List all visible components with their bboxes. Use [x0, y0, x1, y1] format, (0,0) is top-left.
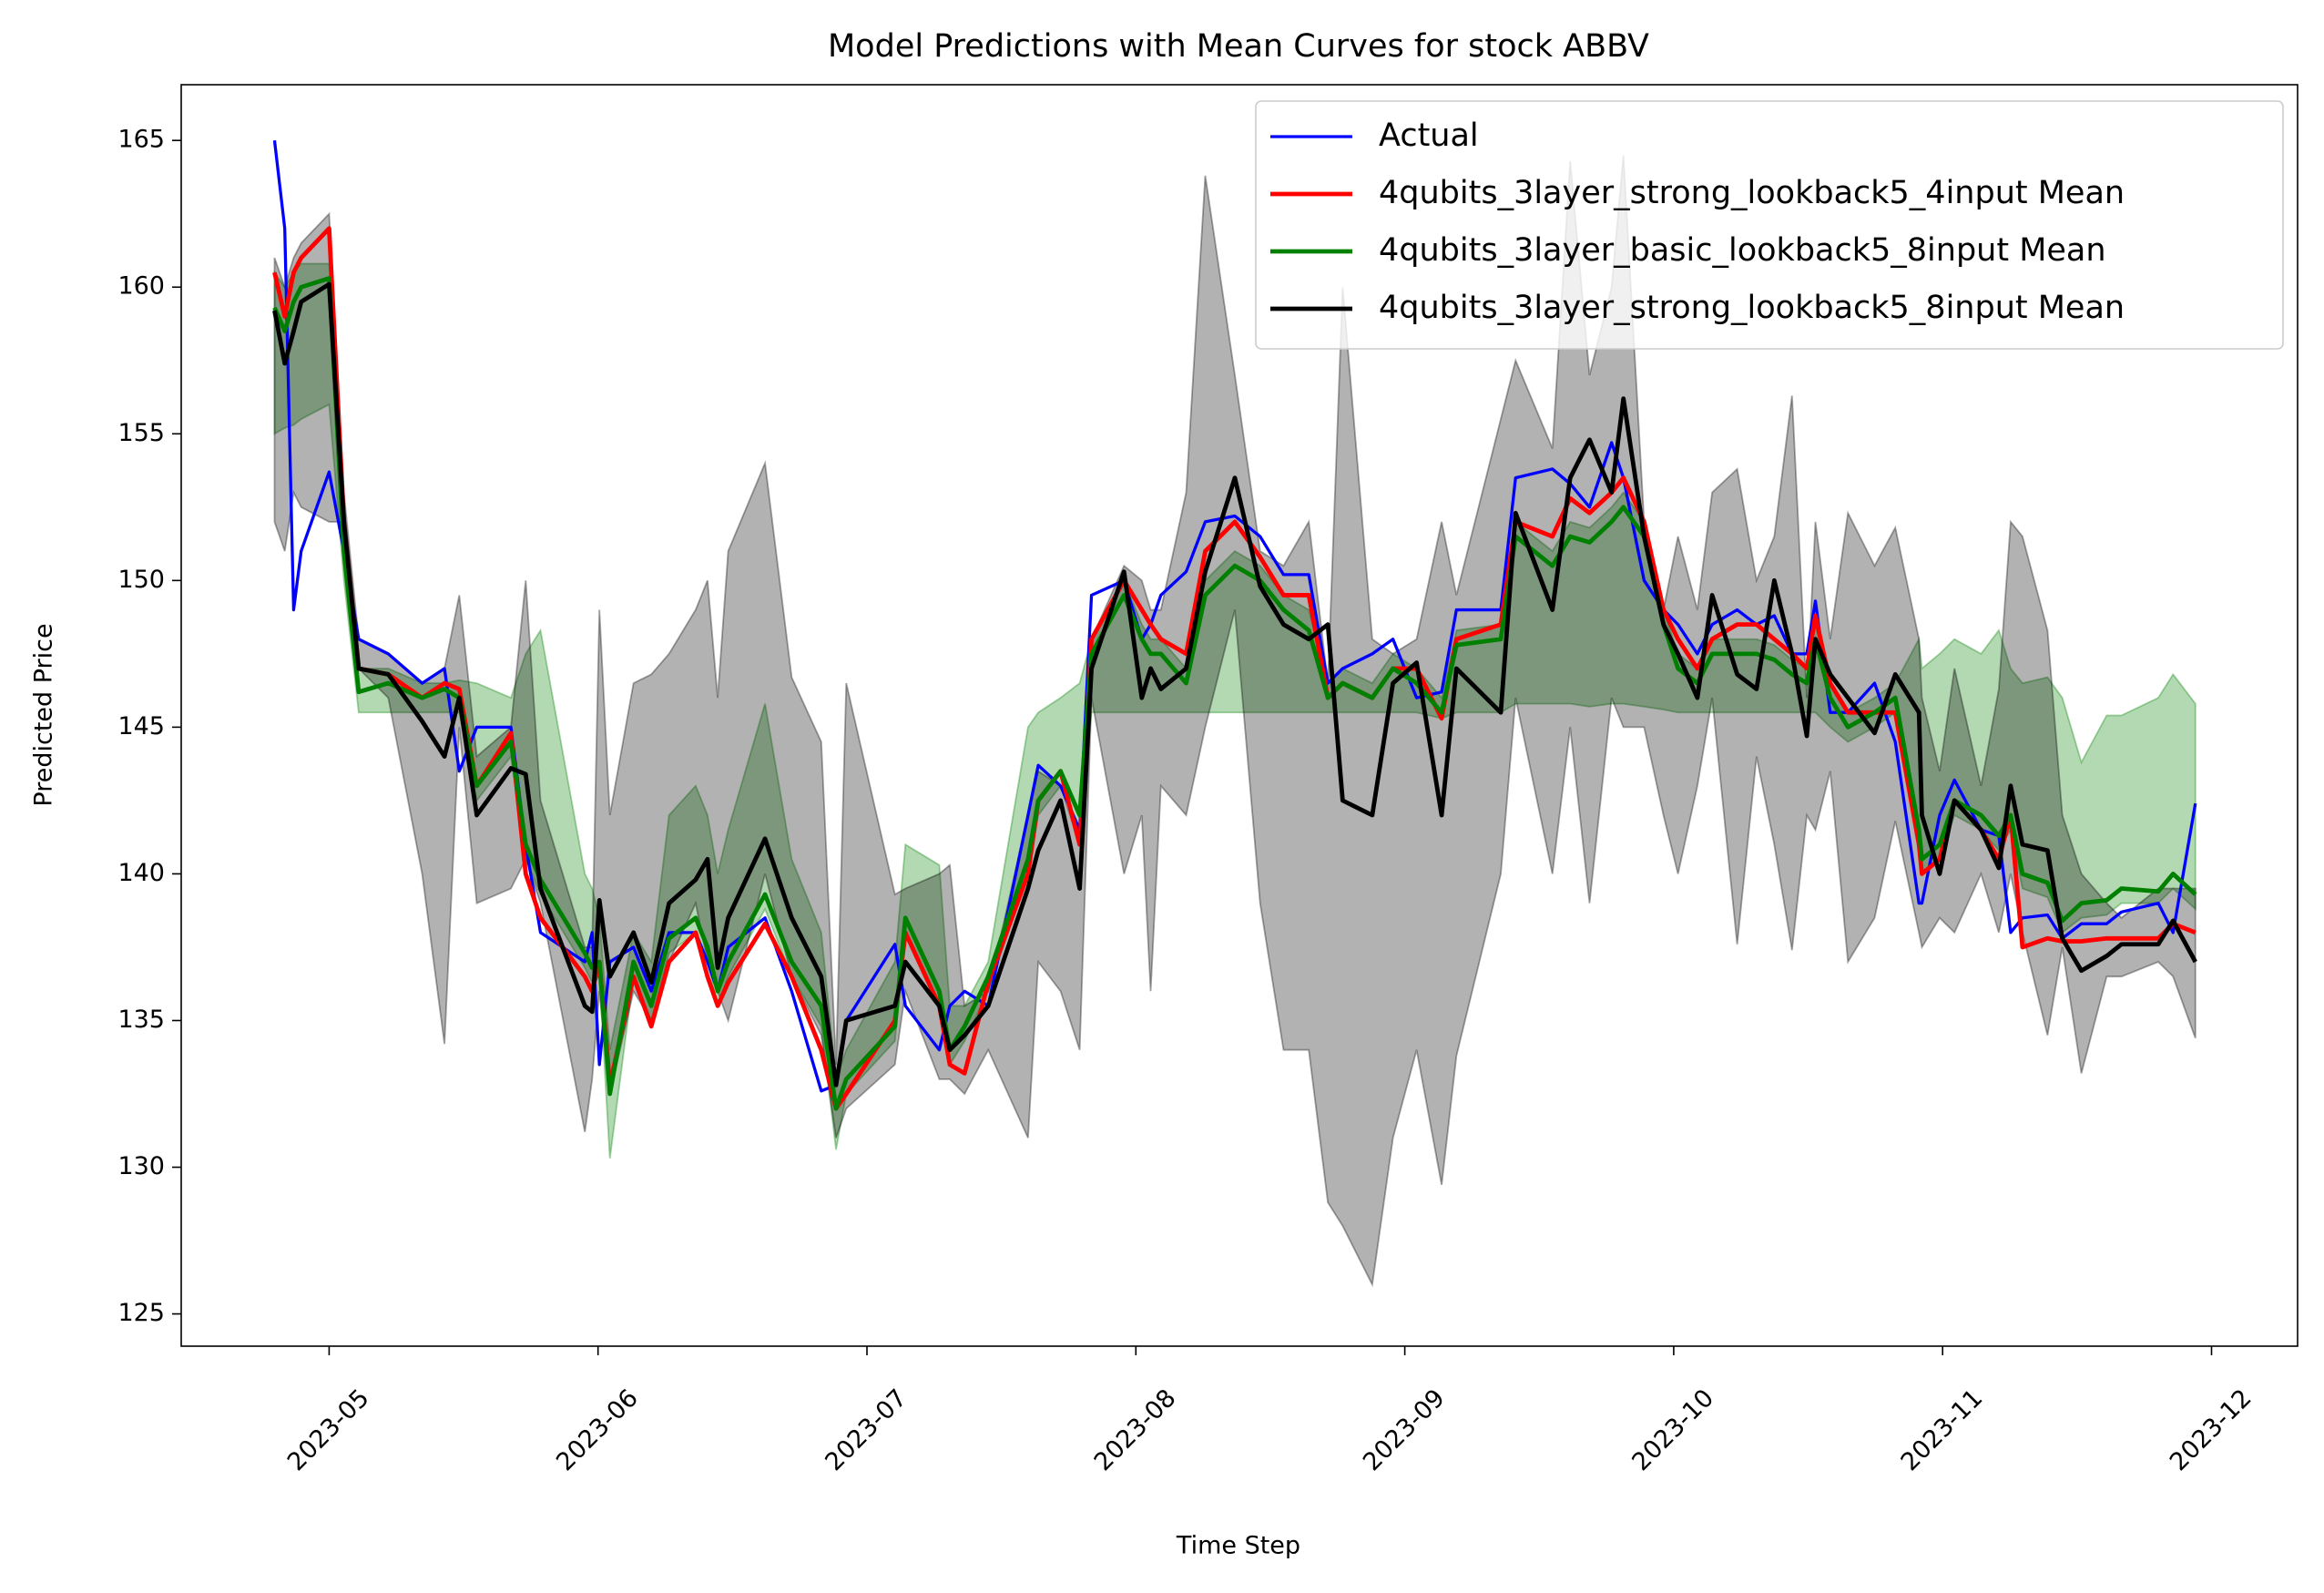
y-tick-label: 150 [117, 566, 165, 594]
y-tick-label: 130 [117, 1152, 165, 1180]
y-tick-label: 135 [117, 1006, 165, 1034]
legend-label: 4qubits_3layer_basic_lookback5_8input Me… [1379, 232, 2106, 269]
series-line [272, 281, 2197, 1088]
legend-label: 4qubits_3layer_strong_lookback5_8input M… [1379, 290, 2125, 326]
y-tick-label: 160 [117, 272, 165, 301]
legend-label: Actual [1379, 117, 1479, 154]
legend-label: 4qubits_3layer_strong_lookback5_4input M… [1379, 175, 2125, 211]
chart-title: Model Predictions with Mean Curves for s… [828, 28, 1649, 65]
legend: Actual 4qubits_3layer_strong_lookback5_4i… [1255, 100, 2284, 350]
y-axis-label: Predicted Price [30, 623, 58, 806]
series-line [272, 276, 2197, 1111]
plot-area [272, 140, 2197, 1288]
legend-box [1255, 100, 2284, 350]
y-tick-label: 125 [117, 1299, 165, 1327]
y-tick-label: 140 [117, 859, 165, 887]
y-tick-label: 165 [117, 126, 165, 154]
series-line [272, 140, 2197, 1093]
y-tick-label: 145 [117, 712, 165, 740]
y-tick-label: 155 [117, 419, 165, 447]
x-axis-label: Time Step [1176, 1532, 1300, 1560]
plot-frame [180, 84, 2299, 1347]
confidence-band [273, 155, 2197, 1288]
